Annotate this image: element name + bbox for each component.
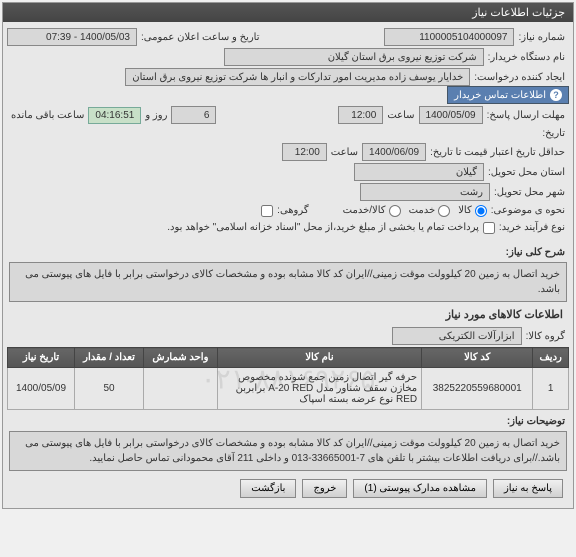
- radio-goods[interactable]: کالا: [458, 205, 487, 217]
- req-no-value: 1100005104000097: [384, 28, 514, 46]
- radio-service-input[interactable]: [438, 205, 450, 217]
- radio-goods-input[interactable]: [475, 205, 487, 217]
- radio-service-label: خدمت: [409, 205, 436, 216]
- notes-label: توضیحات نیاز:: [503, 414, 569, 429]
- contact-info-button[interactable]: ? اطلاعات تماس خریدار: [447, 86, 569, 104]
- contact-info-label: اطلاعات تماس خریدار: [454, 90, 546, 101]
- remain-label: ساعت باقی مانده: [7, 108, 88, 123]
- desc-value: خرید اتصال به زمین 20 کیلوولت موقت زمینی…: [9, 262, 567, 302]
- radio-both-label: کالا/خدمت: [343, 205, 386, 216]
- process-note: پرداخت تمام یا بخشی از مبلغ خرید،از محل …: [163, 220, 483, 235]
- back-button[interactable]: بازگشت: [240, 479, 296, 498]
- announce-label: تاریخ و ساعت اعلان عمومی:: [137, 30, 264, 45]
- days-label: روز و: [141, 108, 171, 123]
- valid-date: 1400/06/09: [362, 143, 426, 161]
- grouping-label: گروهی:: [273, 203, 313, 218]
- cell-name: حرفه گیر اتصال زمین جمع شونده مخصوص مخاز…: [217, 368, 421, 410]
- countdown-timer: 04:16:51: [88, 107, 141, 124]
- province-value: گیلان: [354, 163, 484, 181]
- radio-service[interactable]: خدمت: [409, 205, 451, 217]
- th-date: تاریخ نیاز: [8, 348, 75, 368]
- desc-label: شرح کلی نیاز:: [502, 245, 569, 260]
- req-no-label: شماره نیاز:: [514, 30, 569, 45]
- valid-time: 12:00: [282, 143, 327, 161]
- subject-type-label: نحوه ی موضوعی:: [487, 203, 569, 218]
- radio-both[interactable]: کالا/خدمت: [343, 205, 401, 217]
- time-label-2: ساعت: [327, 145, 362, 160]
- panel-title: جزئیات اطلاعات نیاز: [3, 3, 573, 22]
- panel-body: شماره نیاز: 1100005104000097 تاریخ و ساع…: [3, 22, 573, 508]
- button-row: پاسخ به نیاز مشاهده مدارک پیوستی (1) خرو…: [7, 473, 569, 504]
- buyer-value: شرکت توزیع نیروی برق استان گیلان: [224, 48, 484, 66]
- notes-value: خرید اتصال به زمین 20 کیلوولت موقت زمینی…: [9, 431, 567, 471]
- question-icon: ?: [550, 89, 562, 101]
- valid-label: حداقل تاریخ اعتبار قیمت تا تاریخ:: [426, 145, 569, 160]
- time-label-1: ساعت: [383, 108, 418, 123]
- cell-date: 1400/05/09: [8, 368, 75, 410]
- city-label: شهر محل تحویل:: [490, 185, 569, 200]
- province-label: استان محل تحویل:: [484, 165, 569, 180]
- th-name: نام کالا: [217, 348, 421, 368]
- close-button[interactable]: خروج: [302, 479, 347, 498]
- deadline-label: مهلت ارسال پاسخ:: [483, 108, 569, 123]
- creator-label: ایجاد کننده درخواست:: [470, 70, 569, 85]
- process-checkbox[interactable]: [483, 222, 495, 234]
- days-remaining: 6: [171, 106, 216, 124]
- cell-code: 3825220559680001: [422, 368, 533, 410]
- cell-qty: 50: [75, 368, 144, 410]
- deadline-time: 12:00: [338, 106, 383, 124]
- th-qty: تعداد / مقدار: [75, 348, 144, 368]
- attachments-button[interactable]: مشاهده مدارک پیوستی (1): [353, 479, 487, 498]
- creator-value: خدایار یوسف زاده مدیریت امور تدارکات و ا…: [125, 68, 470, 86]
- radio-both-input[interactable]: [389, 205, 401, 217]
- group-value: ابزارآلات الکتریکی: [392, 327, 522, 345]
- cell-unit: [143, 368, 217, 410]
- th-unit: واحد شمارش: [143, 348, 217, 368]
- cell-row: 1: [533, 368, 569, 410]
- table-row: 1 3825220559680001 حرفه گیر اتصال زمین ج…: [8, 368, 569, 410]
- target-label: تاریخ:: [538, 126, 569, 141]
- th-code: کد کالا: [422, 348, 533, 368]
- city-value: رشت: [360, 183, 490, 201]
- items-section-title: اطلاعات کالاهای مورد نیاز: [7, 304, 569, 325]
- th-row: ردیف: [533, 348, 569, 368]
- table-wrapper: ردیف کد کالا نام کالا واحد شمارش تعداد /…: [7, 347, 569, 410]
- main-panel: جزئیات اطلاعات نیاز شماره نیاز: 11000051…: [2, 2, 574, 509]
- buyer-label: نام دستگاه خریدار:: [484, 50, 569, 65]
- reply-button[interactable]: پاسخ به نیاز: [493, 479, 563, 498]
- announce-value: 1400/05/03 - 07:39: [7, 28, 137, 46]
- group-label: گروه کالا:: [522, 329, 569, 344]
- subject-type-group: کالا خدمت کالا/خدمت: [343, 205, 487, 217]
- radio-goods-label: کالا: [458, 205, 472, 216]
- items-table: ردیف کد کالا نام کالا واحد شمارش تعداد /…: [7, 347, 569, 410]
- process-label: نوع فرآیند خرید:: [495, 220, 569, 235]
- grouping-checkbox[interactable]: [261, 205, 273, 217]
- deadline-date: 1400/05/09: [419, 106, 483, 124]
